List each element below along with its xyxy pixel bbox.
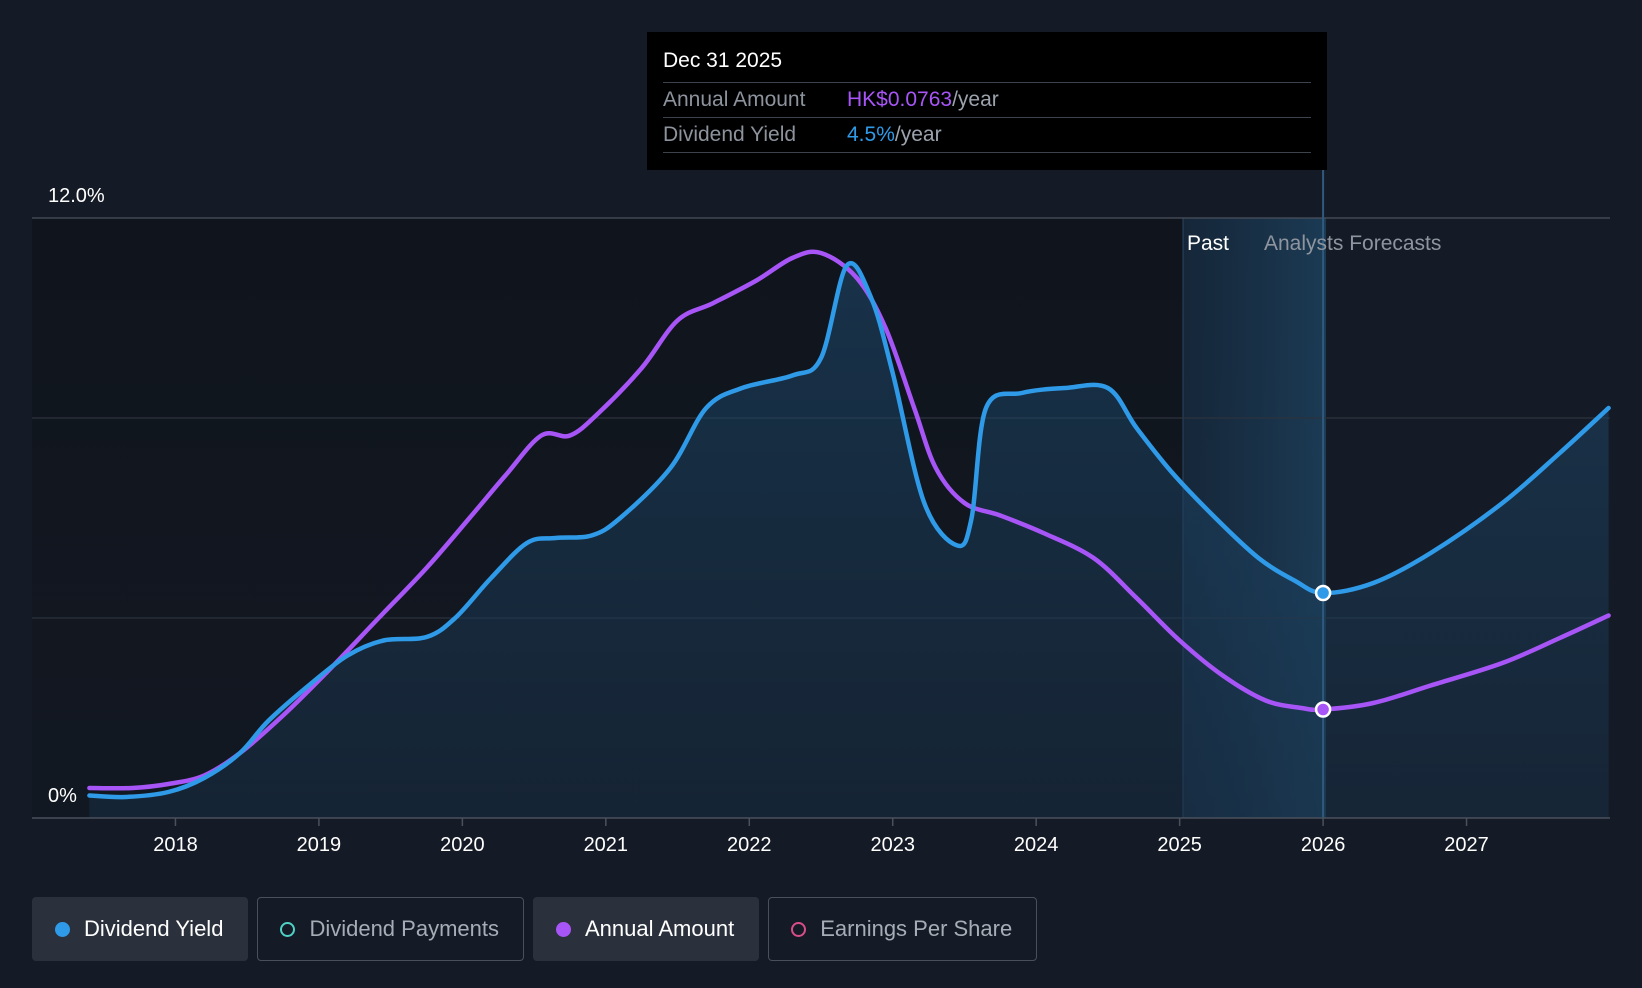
tooltip-yield-label: Dividend Yield (663, 123, 797, 146)
x-tick-label: 2021 (584, 834, 629, 856)
tooltip-date: Dec 31 2025 (663, 49, 783, 72)
x-axis-ticks: 2018 2019 2020 2021 2022 2023 2024 2025 2026 2027 (153, 818, 1489, 856)
y-tick-label-top: 12.0% (48, 185, 105, 207)
past-label: Past (1187, 232, 1229, 255)
dividend-yield-dot-icon (55, 921, 70, 937)
legend-dividend-payments-button[interactable]: Dividend Payments (257, 897, 524, 961)
analysts-forecasts-label: Analysts Forecasts (1264, 232, 1441, 255)
y-tick-label-bottom: 0% (48, 785, 77, 807)
tooltip-annual-value: HK$0.0763 (847, 88, 953, 111)
tooltip-annual-label: Annual Amount (663, 88, 806, 111)
legend-annual-amount-label: Annual Amount (584, 916, 735, 941)
x-tick-label: 2024 (1014, 834, 1059, 856)
x-tick-label: 2025 (1157, 834, 1202, 856)
legend-annual-amount-button[interactable]: Annual Amount (532, 897, 760, 961)
legend-eps-label: Earnings Per Share (820, 916, 1013, 941)
x-tick-label: 2027 (1444, 834, 1489, 856)
x-tick-label: 2026 (1301, 834, 1346, 856)
x-tick-label: 2019 (297, 834, 342, 856)
dividend-payments-ring-icon (280, 921, 296, 937)
chart-tooltip: Dec 31 2025 Annual Amount HK$0.0763 /yea… (647, 32, 1327, 170)
dividend-yield-marker[interactable] (1314, 584, 1332, 602)
x-tick-label: 2023 (870, 834, 915, 856)
tooltip-yield-value: 4.5% (847, 123, 895, 146)
legend-dividend-yield-button[interactable]: Dividend Yield (32, 897, 249, 961)
annual-amount-dot-icon (555, 921, 571, 937)
tooltip-annual-unit: /year (952, 88, 999, 111)
tooltip-annual-row: Annual Amount HK$0.0763 /year (663, 82, 1311, 117)
chart-legend: Dividend Yield Dividend Payments Annual … (32, 897, 1038, 961)
x-tick-label: 2020 (440, 834, 485, 856)
legend-earnings-per-share-button[interactable]: Earnings Per Share (768, 897, 1038, 961)
annual-amount-marker[interactable] (1314, 701, 1332, 718)
tooltip-yield-unit: /year (894, 123, 942, 146)
earnings-per-share-ring-icon (791, 921, 807, 937)
legend-dividend-yield-label: Dividend Yield (84, 916, 224, 941)
annual-amount-line (87, 249, 1611, 791)
x-tick-label: 2018 (153, 834, 198, 856)
x-tick-label: 2022 (727, 834, 772, 856)
dividend-yield-line (87, 261, 1611, 800)
tooltip-yield-row: Dividend Yield 4.5% /year (663, 117, 1311, 153)
legend-dividend-payments-label: Dividend Payments (309, 916, 499, 941)
